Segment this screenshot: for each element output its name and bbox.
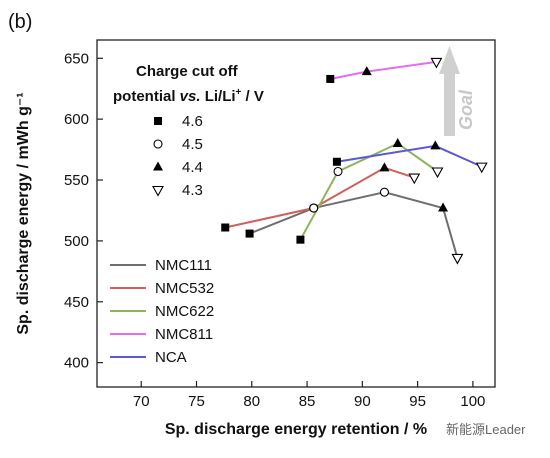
legend-marker-label: 4.3 (182, 182, 203, 199)
x-tick-label: 75 (188, 393, 205, 410)
legend-marker-4.5 (153, 139, 163, 149)
goal-label: Goal (456, 89, 476, 130)
legend-series-label: NMC532 (155, 280, 214, 297)
marker-legend-title-line1: Charge cut off (136, 63, 239, 80)
legend-marker-label: 4.4 (182, 159, 203, 176)
series-line-nca (336, 144, 483, 168)
data-point-nca (430, 140, 441, 150)
legend-marker-label: 4.6 (182, 113, 203, 130)
y-tick-label: 650 (64, 50, 89, 67)
y-tick-label: 500 (64, 233, 89, 250)
data-point-nmc111 (438, 202, 449, 212)
series-line-nmc111 (249, 191, 459, 259)
legend-series-label: NMC622 (155, 303, 214, 320)
data-point-nmc811 (361, 66, 372, 76)
data-point-nmc111 (245, 229, 254, 238)
legend-series-label: NCA (155, 349, 187, 366)
y-axis-label: Sp. discharge energy / mWh g⁻¹ (15, 92, 32, 334)
series-line-nmc811 (330, 60, 437, 80)
data-point-nca (332, 157, 341, 166)
data-point-nmc622 (296, 235, 305, 244)
x-tick-label: 80 (243, 393, 260, 410)
data-point-nmc622 (333, 166, 343, 177)
x-axis-label: Sp. discharge energy retention / % (165, 421, 427, 438)
x-tick-label: 95 (409, 393, 426, 410)
legend-series-label: NMC811 (155, 326, 213, 343)
legend-marker-4.4 (153, 161, 163, 171)
y-tick-label: 550 (64, 172, 89, 189)
data-point-nmc111 (379, 187, 389, 197)
data-point-nca (475, 162, 488, 174)
watermark: 新能源Leader (446, 422, 526, 437)
panel-label: (b) (8, 11, 32, 33)
axis-ticks: 70 75 80 85 90 95 100 400 450 500 550 600 650 (64, 50, 485, 410)
x-tick-label: 70 (133, 393, 150, 410)
legend-marker-4.6 (154, 117, 162, 125)
series-line-nmc532 (225, 166, 415, 229)
data-point-nmc811 (326, 74, 335, 83)
data-point-nmc532 (408, 173, 421, 185)
x-tick-label: 90 (354, 393, 371, 410)
data-point-nmc532 (221, 223, 230, 232)
y-tick-label: 600 (64, 111, 89, 128)
series-line-nmc622 (299, 142, 439, 241)
data-point-nmc622 (431, 167, 444, 179)
x-tick-label: 100 (460, 393, 485, 410)
goal-arrow (439, 46, 460, 136)
legend-marker-4.3 (152, 185, 164, 197)
series-legend: NMC111 NMC532 NMC622 NMC811 NCA (110, 257, 214, 366)
data-point-nmc532 (309, 203, 319, 213)
legend-series-label: NMC111 (155, 257, 212, 274)
data-point-nmc811 (430, 57, 443, 69)
x-tick-label: 85 (299, 393, 316, 410)
data-point-nmc532 (379, 162, 390, 172)
y-tick-label: 450 (64, 294, 89, 311)
data-point-nmc111 (451, 253, 464, 265)
data-point-nmc622 (392, 137, 403, 147)
marker-legend: Charge cut off potential vs. Li/Li+ / V … (113, 63, 264, 199)
marker-legend-title-line2: potential vs. Li/Li+ / V (113, 87, 264, 105)
data-markers (221, 57, 488, 265)
plot-frame (96, 39, 496, 388)
legend-marker-label: 4.5 (182, 136, 203, 153)
y-tick-label: 400 (64, 355, 89, 372)
